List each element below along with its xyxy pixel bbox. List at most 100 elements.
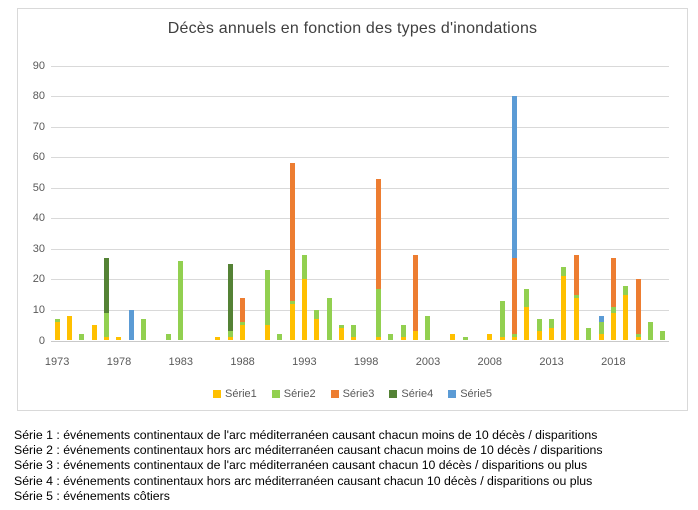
bar-segment-série2-1994[interactable] [314, 309, 320, 320]
gridline [51, 65, 669, 67]
legend-item-série2[interactable]: Série2 [271, 388, 316, 400]
bar-segment-série1-1990[interactable] [264, 325, 270, 341]
bar-segment-série3-1992[interactable] [289, 163, 295, 301]
y-axis-tick-label: 30 [32, 242, 45, 255]
bar-segment-série2-2009[interactable] [499, 300, 505, 338]
bar-segment-série1-2013[interactable] [549, 328, 555, 341]
footnote-line: Série 2 : événements continentaux hors a… [14, 443, 603, 458]
bar-segment-série2-1973[interactable] [54, 319, 60, 323]
bar-segment-série2-1996[interactable] [338, 325, 344, 329]
bar-segment-série1-1978[interactable] [116, 337, 122, 341]
footnote-line: Série 5 : événements côtiers [14, 488, 170, 503]
bar-segment-série1-2018[interactable] [610, 313, 616, 341]
bar-segment-série1-1986[interactable] [215, 337, 221, 341]
bar-segment-série1-2014[interactable] [561, 276, 567, 341]
bar-segment-série2-2016[interactable] [586, 328, 592, 341]
bar-segment-série1-2015[interactable] [573, 297, 579, 341]
bar-segment-série2-2019[interactable] [623, 285, 629, 295]
bar-segment-série1-1997[interactable] [351, 337, 357, 341]
bar-segment-série3-2010[interactable] [512, 258, 517, 335]
legend-item-série1[interactable]: Série1 [213, 388, 257, 400]
legend-item-série3[interactable]: Série3 [330, 388, 374, 400]
gridline [51, 309, 669, 311]
bar-segment-série3-2020[interactable] [635, 279, 641, 335]
bar-segment-série1-2001[interactable] [400, 337, 406, 341]
bar-segment-série2-2006[interactable] [462, 337, 468, 341]
bar-segment-série2-1993[interactable] [301, 254, 307, 280]
legend-item-série5[interactable]: Série5 [448, 388, 492, 400]
bar-segment-série1-2012[interactable] [536, 331, 542, 341]
bar-segment-série1-2011[interactable] [524, 306, 530, 341]
bar-segment-série2-2015[interactable] [573, 294, 579, 298]
bar-segment-série3-2018[interactable] [610, 258, 616, 307]
bar-segment-série5-2010[interactable] [512, 96, 517, 258]
y-axis-tick-label: 50 [32, 181, 45, 194]
bar-segment-série1-1988[interactable] [240, 325, 246, 341]
bar-segment-série1-1994[interactable] [314, 319, 320, 341]
bar-segment-série1-1999[interactable] [376, 337, 382, 341]
legend-swatch-icon [213, 390, 221, 398]
bar-segment-série2-2001[interactable] [400, 325, 406, 338]
bar-segment-série1-1996[interactable] [338, 328, 344, 341]
legend-item-série4[interactable]: Série4 [389, 388, 433, 400]
bar-segment-série2-2014[interactable] [561, 267, 567, 277]
bar-segment-série1-1977[interactable] [104, 337, 110, 341]
bar-segment-série2-2013[interactable] [549, 319, 555, 329]
bar-segment-série3-2015[interactable] [573, 254, 579, 295]
y-axis-tick-label: 70 [32, 120, 45, 133]
series-footnotes: Série 1 : événements continentaux de l'a… [14, 428, 690, 504]
bar-segment-série2-2010[interactable] [512, 334, 517, 338]
bar-segment-série2-1991[interactable] [277, 334, 283, 341]
bar-segment-série2-2022[interactable] [660, 331, 666, 341]
bar-segment-série2-1983[interactable] [178, 261, 184, 341]
legend-swatch-icon [389, 390, 398, 398]
bar-segment-série3-1988[interactable] [240, 297, 246, 323]
gridline [51, 218, 669, 220]
bar-segment-série5-2017[interactable] [598, 316, 604, 323]
bar-segment-série2-1987[interactable] [227, 331, 233, 338]
bar-segment-série3-1999[interactable] [376, 178, 382, 289]
bar-segment-série2-1990[interactable] [264, 270, 270, 326]
bar-segment-série1-1973[interactable] [54, 322, 60, 341]
bar-segment-série1-1974[interactable] [67, 316, 73, 341]
bar-segment-série2-1975[interactable] [79, 334, 85, 341]
bar-segment-série1-2009[interactable] [499, 337, 505, 341]
bar-segment-série2-1982[interactable] [165, 334, 171, 341]
bar-segment-série2-2017[interactable] [598, 322, 604, 335]
bar-segment-série1-2008[interactable] [487, 334, 493, 341]
bar-segment-série2-2012[interactable] [536, 319, 542, 332]
bar-segment-série2-1980[interactable] [141, 319, 147, 341]
chart-title: Décès annuels en fonction des types d'in… [167, 20, 538, 37]
bar-segment-série1-1992[interactable] [289, 303, 295, 341]
x-axis-tick-label: 2018 [601, 356, 626, 368]
bar-segment-série2-1988[interactable] [240, 322, 246, 326]
bar-segment-série1-2002[interactable] [413, 331, 419, 341]
y-axis-tick-label: 0 [38, 334, 45, 347]
bar-segment-série2-1997[interactable] [351, 325, 357, 338]
legend-label: Série1 [225, 388, 257, 400]
bar-segment-série1-1976[interactable] [91, 325, 97, 341]
bar-segment-série1-1987[interactable] [227, 337, 233, 341]
bar-segment-série1-2019[interactable] [623, 294, 629, 341]
bar-segment-série2-1995[interactable] [326, 297, 332, 341]
bar-segment-série2-1992[interactable] [289, 300, 295, 304]
bar-segment-série2-2003[interactable] [425, 316, 431, 341]
bar-segment-série2-2011[interactable] [524, 288, 530, 307]
bar-segment-série5-1979[interactable] [128, 309, 134, 341]
bar-segment-série2-1977[interactable] [104, 313, 110, 338]
bar-segment-série2-2018[interactable] [610, 306, 616, 313]
bar-segment-série2-2021[interactable] [647, 322, 653, 341]
bar-segment-série1-1993[interactable] [301, 279, 307, 341]
bar-segment-série2-2000[interactable] [388, 334, 394, 341]
bar-segment-série2-2020[interactable] [635, 334, 641, 338]
bar-segment-série1-2010[interactable] [512, 337, 517, 341]
bar-segment-série4-1977[interactable] [104, 258, 110, 313]
y-axis-tick-label: 40 [32, 212, 45, 225]
bar-segment-série3-2002[interactable] [413, 254, 419, 332]
bar-segment-série4-1987[interactable] [227, 264, 233, 332]
chart-frame: Décès annuels en fonction des types d'in… [17, 8, 688, 411]
bar-segment-série1-2020[interactable] [635, 337, 641, 341]
bar-segment-série2-1999[interactable] [376, 288, 382, 338]
bar-segment-série1-2005[interactable] [450, 334, 456, 341]
bar-segment-série1-2017[interactable] [598, 334, 604, 341]
